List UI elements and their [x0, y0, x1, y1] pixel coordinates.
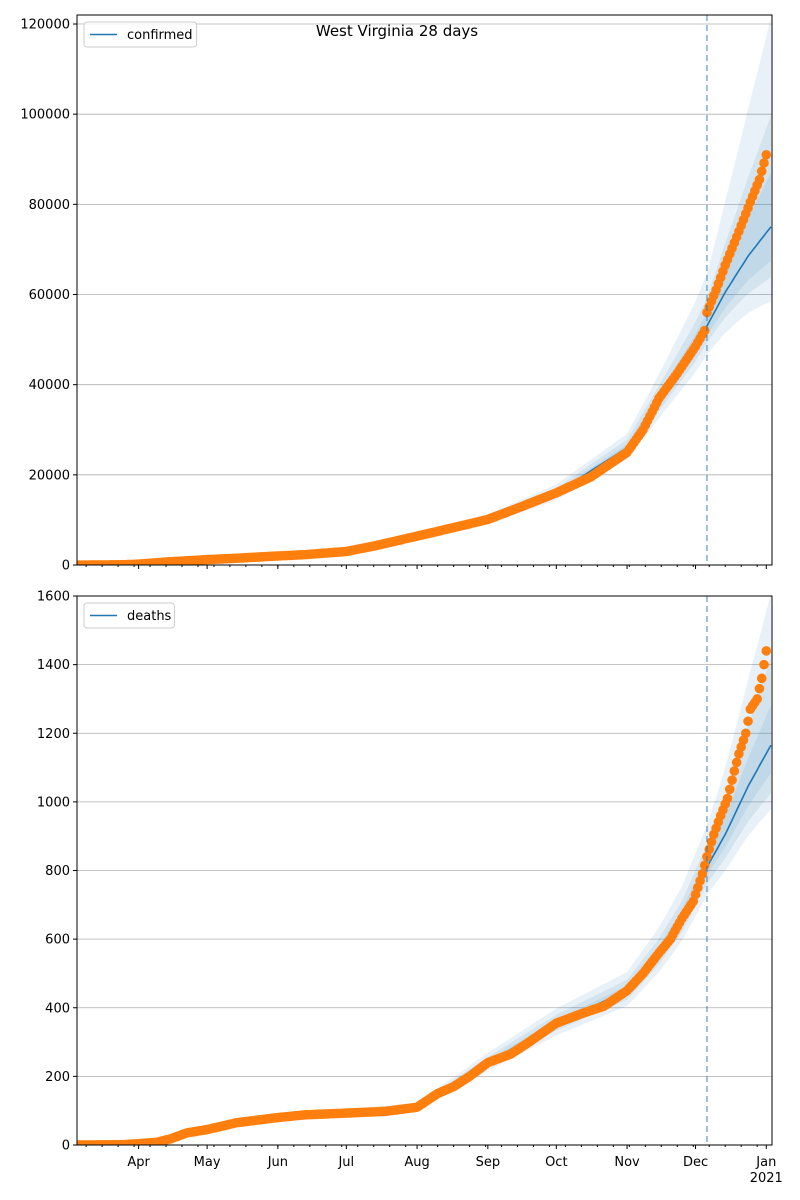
- x-tick-label: Aug: [404, 1155, 429, 1170]
- y-tick-label: 80000: [29, 198, 70, 213]
- x-tick-label: Oct: [545, 1155, 567, 1170]
- y-tick-label: 800: [45, 864, 70, 879]
- observed-point: [756, 166, 767, 177]
- y-tick-label: 60000: [29, 288, 70, 303]
- x-tick-label: Jan: [755, 1155, 776, 1170]
- observed-point: [699, 325, 710, 336]
- deaths-axes: 0 200 400 600 800 1000 1200 1400 1600 deaths Apr Ma…: [37, 590, 783, 1187]
- observed-point: [759, 158, 769, 168]
- legend-label: deaths: [127, 609, 172, 624]
- observed-point: [759, 659, 769, 670]
- observed-point: [754, 174, 765, 185]
- confidence-band: [77, 115, 771, 565]
- legend: confirmed: [83, 21, 198, 48]
- confidence-band: [77, 596, 771, 1145]
- observed-point: [697, 869, 708, 879]
- legend-label: confirmed: [127, 28, 193, 43]
- x-tick-label: May: [194, 1155, 221, 1170]
- confidence-band: [77, 17, 771, 565]
- y-tick-label: 0: [62, 559, 70, 574]
- x-tick-label: Jul: [337, 1155, 354, 1170]
- legend-box: [83, 21, 198, 48]
- observed-point: [699, 860, 710, 871]
- x-tick-label: Apr: [127, 1155, 150, 1170]
- y-tick-label: 40000: [29, 378, 70, 393]
- x-tick-label: Jun: [267, 1155, 288, 1170]
- x-tick-label: Nov: [614, 1155, 640, 1170]
- y-tick-label: 1000: [37, 795, 70, 810]
- y-tick-label: 1600: [37, 590, 70, 605]
- y-tick-label: 20000: [29, 468, 70, 483]
- axes-frame: [76, 14, 773, 566]
- observed-point: [729, 766, 740, 776]
- legend-box: [83, 602, 175, 629]
- observed-point: [706, 837, 717, 847]
- observed-point: [761, 646, 772, 656]
- confidence-band: [77, 657, 771, 1145]
- y-tick-label: 600: [45, 933, 70, 948]
- observed-point: [743, 716, 753, 727]
- plot-area: [77, 15, 772, 565]
- observed-point: [752, 694, 762, 704]
- observed-point: [761, 149, 772, 160]
- y-tick-label: 100000: [20, 108, 70, 123]
- y-tick-label: 1400: [37, 658, 70, 673]
- x-tick-label: Dec: [683, 1155, 708, 1170]
- legend: deaths: [83, 602, 175, 629]
- x-tick-label: Sep: [476, 1155, 501, 1170]
- observed-point: [756, 673, 767, 684]
- y-tick-label: 1200: [37, 727, 70, 742]
- y-tick-label: 0: [62, 1139, 70, 1154]
- y-tick-label: 400: [45, 1001, 70, 1016]
- plot-area: [77, 596, 772, 1145]
- chart-title: West Virginia 28 days: [316, 22, 478, 40]
- observed-point: [727, 775, 737, 785]
- y-tick-label: 200: [45, 1070, 70, 1085]
- observed-point: [731, 757, 742, 768]
- observed-point: [740, 728, 751, 739]
- confirmed-axes: 0 20000 40000 60000 80000 100000 120000 confirm…: [20, 14, 773, 574]
- x-tick-year-label: 2021: [750, 1171, 783, 1186]
- y-tick-label: 120000: [20, 18, 70, 33]
- observed-point: [724, 784, 735, 795]
- observed-point: [754, 683, 765, 694]
- observed-point: [722, 793, 733, 804]
